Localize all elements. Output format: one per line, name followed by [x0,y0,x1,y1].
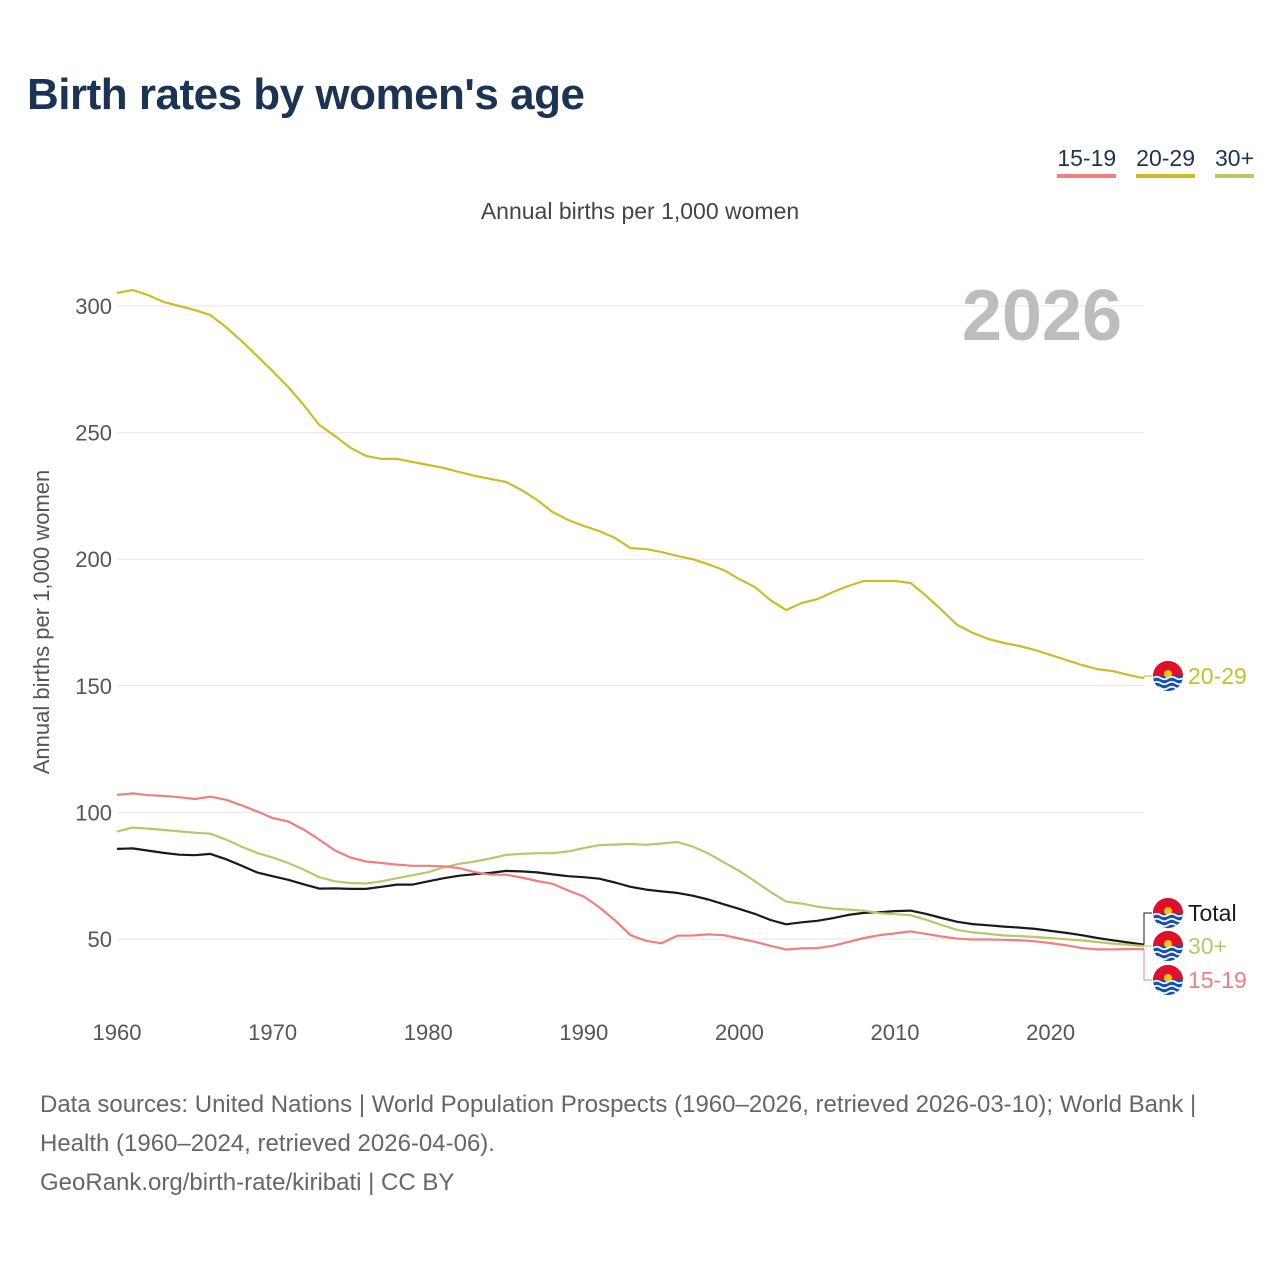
x-tick-label: 1980 [404,1020,453,1045]
y-tick-label: 300 [75,294,112,319]
end-label-Total: Total [1188,900,1237,926]
chart-title: Birth rates by women's age [27,70,585,119]
kiribati-flag-icon [1153,661,1183,691]
data-sources: Data sources: United Nations | World Pop… [40,1091,1197,1157]
label-connector [1143,912,1152,945]
y-tick-label: 200 [75,547,112,572]
end-label-15-19: 15-19 [1188,967,1247,993]
kiribati-flag-icon [1153,965,1183,995]
legend-item-20-29[interactable]: 20-29 [1136,145,1195,178]
legend-item-15-19[interactable]: 15-19 [1057,145,1117,178]
end-label-30+: 30+ [1188,933,1227,959]
label-connector [1143,675,1152,679]
y-tick-label: 150 [75,674,112,699]
series-line-15-19 [116,792,1144,951]
kiribati-flag-icon [1153,898,1183,928]
y-tick-label: 250 [75,421,112,446]
year-watermark: 2026 [962,276,1122,356]
label-connector [1143,949,1152,981]
legend: 15-19 20-29 30+ [1057,145,1254,178]
y-tick-label: 50 [88,927,112,952]
x-tick-label: 1960 [93,1020,142,1045]
x-tick-label: 1990 [559,1020,608,1045]
chart-subtitle: Annual births per 1,000 women [480,198,800,224]
series-line-20-29 [116,288,1145,680]
end-label-20-29: 20-29 [1188,663,1247,689]
attribution-link[interactable]: GeoRank.org/birth-rate/kiribati | CC BY [40,1169,455,1196]
kiribati-flag-icon [1153,931,1183,961]
y-tick-label: 100 [75,800,112,825]
series-line-Total [116,847,1145,946]
series-line-30+ [116,826,1145,948]
legend-item-30plus[interactable]: 30+ [1214,145,1254,178]
footer: Data sources: United Nations | World Pop… [40,1085,1240,1202]
x-tick-label: 2010 [871,1020,920,1045]
x-tick-label: 1970 [248,1020,297,1045]
x-tick-label: 2020 [1026,1020,1075,1045]
x-tick-label: 2000 [715,1020,764,1045]
